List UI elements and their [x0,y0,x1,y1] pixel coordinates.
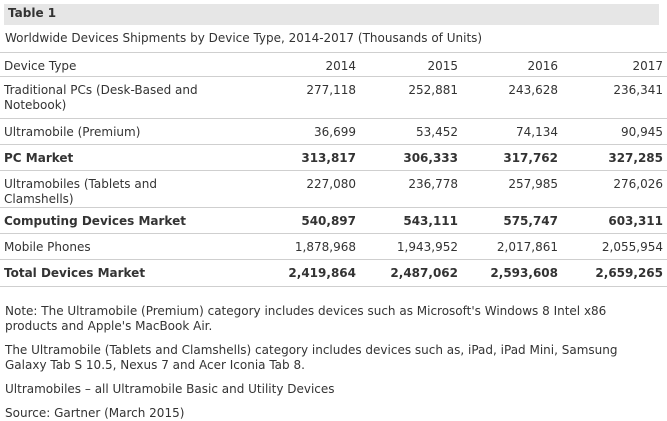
cell-2016: 2,017,861 [462,233,562,260]
cell-2015: 543,111 [360,207,462,234]
column-header-2016: 2016 [462,52,562,77]
cell-2015: 252,881 [360,76,462,119]
cell-2015: 236,778 [360,170,462,208]
column-header-2015: 2015 [360,52,462,77]
cell-2015: 306,333 [360,144,462,171]
row-label: Ultramobile (Premium) [0,118,225,145]
table-row: Total Devices Market 2,419,864 2,487,062 2,… [0,259,667,287]
table-row: Ultramobile (Premium) 36,699 53,452 74,134 9… [0,118,667,145]
table-body: Traditional PCs (Desk-Based and Notebook… [0,76,667,287]
cell-2017: 2,055,954 [562,233,667,260]
table-row: Mobile Phones 1,878,968 1,943,952 2,017,861… [0,233,667,260]
cell-2016: 317,762 [462,144,562,171]
note-ultramobile-tablets: The Ultramobile (Tablets and Clamshells)… [5,343,618,372]
cell-2014: 1,878,968 [225,233,360,260]
cell-2017: 2,659,265 [562,259,667,287]
row-label: Computing Devices Market [0,207,225,234]
row-label: Total Devices Market [0,259,225,287]
cell-2016: 2,593,608 [462,259,562,287]
row-label: Ultramobiles (Tablets and Clamshells) [0,170,225,208]
cell-2014: 313,817 [225,144,360,171]
table-row: PC Market 313,817 306,333 317,762 327,285 [0,144,667,171]
cell-2014: 277,118 [225,76,360,119]
cell-2015: 53,452 [360,118,462,145]
cell-2015: 1,943,952 [360,233,462,260]
cell-2017: 236,341 [562,76,667,119]
cell-2016: 243,628 [462,76,562,119]
table-row: Traditional PCs (Desk-Based and Notebook… [0,76,667,119]
cell-2014: 227,080 [225,170,360,208]
cell-2017: 603,311 [562,207,667,234]
row-label: Mobile Phones [0,233,225,260]
table-label: Table 1 [4,4,659,25]
source-note: Source: Gartner (March 2015) [5,406,185,420]
cell-2016: 257,985 [462,170,562,208]
shipments-table: Device Type 2014 2015 2016 2017 Traditio… [0,52,667,287]
header-row: Device Type 2014 2015 2016 2017 [0,52,667,77]
cell-2017: 276,026 [562,170,667,208]
table-caption: Worldwide Devices Shipments by Device Ty… [5,31,483,45]
cell-2014: 36,699 [225,118,360,145]
row-label: PC Market [0,144,225,171]
cell-2015: 2,487,062 [360,259,462,287]
cell-2016: 74,134 [462,118,562,145]
cell-2016: 575,747 [462,207,562,234]
column-header-2014: 2014 [225,52,360,77]
cell-2017: 327,285 [562,144,667,171]
cell-2014: 2,419,864 [225,259,360,287]
note-ultramobile-premium: Note: The Ultramobile (Premium) category… [5,304,607,333]
column-header-device-type: Device Type [0,52,225,77]
cell-2017: 90,945 [562,118,667,145]
row-label: Traditional PCs (Desk-Based and Notebook… [0,76,225,119]
document-page: Table 1 Worldwide Devices Shipments by D… [0,4,667,420]
table-row: Ultramobiles (Tablets and Clamshells) 227… [0,170,667,208]
column-header-2017: 2017 [562,52,667,77]
cell-2014: 540,897 [225,207,360,234]
table-row: Computing Devices Market 540,897 543,111 57… [0,207,667,234]
note-ultramobiles-definition: Ultramobiles – all Ultramobile Basic and… [5,382,335,396]
table-notes: Note: The Ultramobile (Premium) category… [5,304,660,421]
